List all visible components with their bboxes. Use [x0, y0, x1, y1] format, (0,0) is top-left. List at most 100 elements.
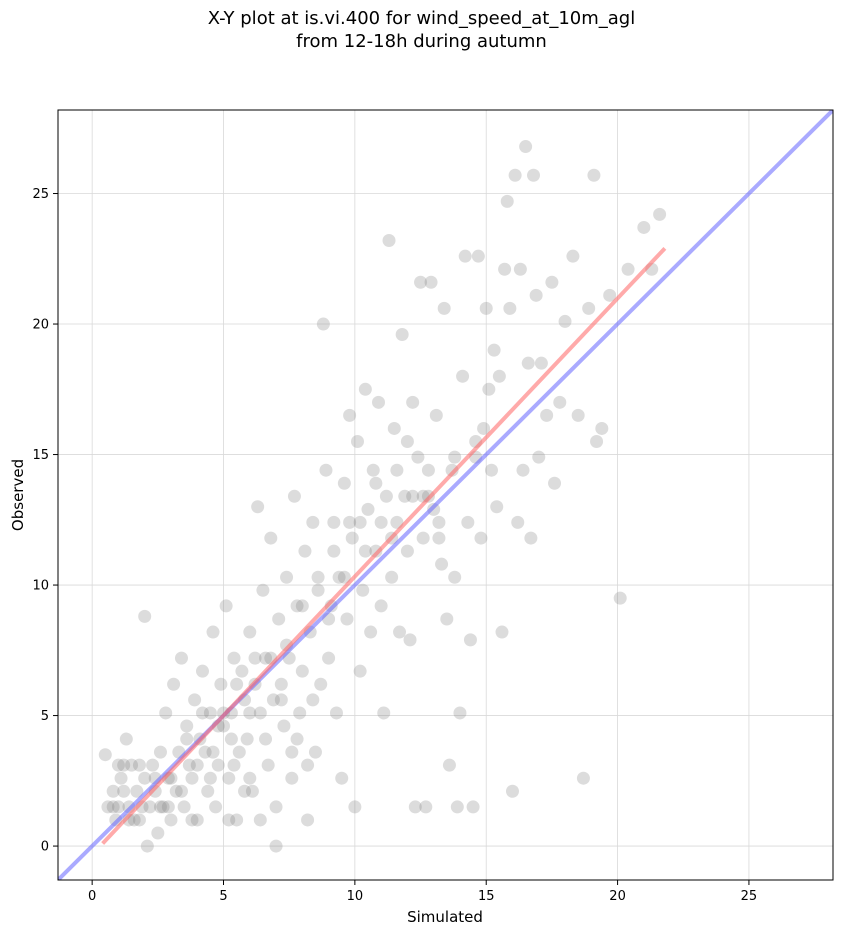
- data-point: [130, 784, 144, 798]
- data-point: [440, 612, 454, 626]
- data-point: [527, 168, 541, 182]
- data-point: [198, 745, 212, 759]
- data-point: [114, 771, 128, 785]
- data-point: [532, 450, 546, 464]
- data-point: [159, 706, 173, 720]
- data-point: [361, 502, 375, 516]
- data-point: [621, 262, 635, 276]
- y-tick-label: 20: [32, 318, 49, 333]
- data-point: [117, 784, 131, 798]
- data-point: [511, 515, 525, 529]
- data-point: [353, 664, 367, 678]
- data-point: [437, 301, 451, 315]
- data-point: [637, 220, 651, 234]
- x-axis-label: Simulated: [407, 908, 483, 926]
- data-point: [458, 249, 472, 263]
- data-point: [235, 664, 249, 678]
- data-point: [558, 314, 572, 328]
- data-point: [466, 800, 480, 814]
- data-point: [274, 677, 288, 691]
- data-point: [435, 557, 449, 571]
- data-point: [474, 531, 488, 545]
- data-point: [211, 758, 225, 772]
- reference-lines: [58, 110, 833, 880]
- data-point: [164, 813, 178, 827]
- data-point: [548, 476, 562, 490]
- data-point: [613, 591, 627, 605]
- data-point: [232, 745, 246, 759]
- data-point: [264, 531, 278, 545]
- data-point: [185, 813, 199, 827]
- data-point: [138, 771, 152, 785]
- data-point: [316, 317, 330, 331]
- data-point: [119, 732, 133, 746]
- data-point: [272, 612, 286, 626]
- data-point: [508, 168, 522, 182]
- data-point: [203, 706, 217, 720]
- axis-ticks: 0 5 10 15 20 25 0 5 10 15 20 25: [32, 187, 757, 904]
- data-point: [534, 356, 548, 370]
- data-point: [503, 301, 517, 315]
- y-tick-label: 10: [32, 579, 49, 594]
- data-point: [419, 800, 433, 814]
- data-point: [424, 275, 438, 289]
- data-point: [348, 800, 362, 814]
- data-point: [369, 544, 383, 558]
- data-point: [340, 612, 354, 626]
- data-point: [432, 531, 446, 545]
- data-point: [259, 651, 273, 665]
- data-point: [117, 758, 131, 772]
- x-tick-label: 0: [88, 889, 96, 904]
- data-point: [416, 531, 430, 545]
- data-point: [127, 813, 141, 827]
- data-point: [153, 800, 167, 814]
- data-point: [400, 544, 414, 558]
- data-point: [308, 745, 322, 759]
- data-point: [230, 677, 244, 691]
- data-point: [295, 599, 309, 613]
- data-point: [545, 275, 559, 289]
- data-point: [161, 800, 175, 814]
- data-point: [395, 327, 409, 341]
- data-point: [358, 544, 372, 558]
- data-point: [206, 745, 220, 759]
- data-point: [227, 758, 241, 772]
- data-point: [287, 489, 301, 503]
- data-point: [243, 771, 257, 785]
- data-point: [429, 408, 443, 422]
- data-point: [329, 706, 343, 720]
- data-point: [343, 408, 357, 422]
- data-point: [345, 531, 359, 545]
- data-point: [482, 382, 496, 396]
- data-point: [327, 515, 341, 529]
- data-point: [374, 599, 388, 613]
- data-point: [245, 784, 259, 798]
- data-point: [432, 515, 446, 529]
- data-point: [393, 625, 407, 639]
- data-point: [301, 758, 315, 772]
- y-axis-label: Observed: [9, 459, 27, 531]
- data-point: [516, 463, 530, 477]
- data-point: [350, 434, 364, 448]
- data-point: [540, 408, 554, 422]
- data-point: [301, 813, 315, 827]
- data-point: [217, 719, 231, 733]
- data-point: [295, 664, 309, 678]
- data-point: [261, 758, 275, 772]
- data-point: [379, 489, 393, 503]
- data-point: [319, 463, 333, 477]
- data-point: [322, 651, 336, 665]
- data-point: [203, 771, 217, 785]
- data-point: [290, 732, 304, 746]
- data-point: [403, 633, 417, 647]
- data-point: [266, 693, 280, 707]
- data-point: [169, 784, 183, 798]
- data-point: [463, 633, 477, 647]
- data-point: [253, 813, 267, 827]
- data-point: [385, 570, 399, 584]
- data-point: [182, 758, 196, 772]
- data-point: [521, 356, 535, 370]
- data-point: [442, 758, 456, 772]
- data-point: [251, 500, 265, 514]
